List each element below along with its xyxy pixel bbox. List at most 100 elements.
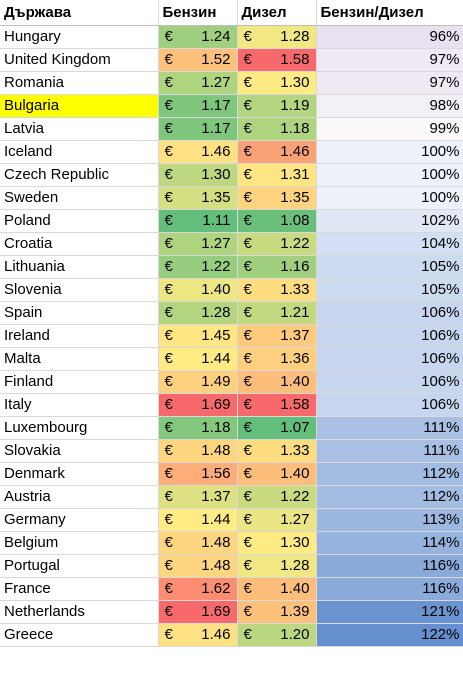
table-row: Denmark €1.56 €1.40 112%: [0, 462, 463, 486]
fuel-price-table: Държава Бензин Дизел Бензин/Дизел Hungar…: [0, 0, 463, 647]
petrol-price-cell: €1.62: [158, 577, 238, 601]
country-cell: Spain: [0, 301, 159, 325]
diesel-price-value: 1.58: [280, 396, 310, 413]
currency-symbol: €: [243, 557, 252, 574]
ratio-cell: 114%: [316, 531, 463, 555]
currency-symbol: €: [164, 350, 173, 367]
petrol-price-value: 1.56: [201, 465, 231, 482]
country-cell: Netherlands: [0, 600, 159, 624]
currency-symbol: €: [164, 120, 173, 137]
petrol-price-cell: €1.28: [158, 301, 238, 325]
diesel-price-cell: €1.21: [237, 301, 317, 325]
country-cell: Italy: [0, 393, 159, 417]
table-row: Croatia €1.27 €1.22 104%: [0, 232, 463, 256]
diesel-price-cell: €1.08: [237, 209, 317, 233]
petrol-price-value: 1.48: [201, 557, 231, 574]
table-row: Czech Republic €1.30 €1.31 100%: [0, 163, 463, 187]
diesel-price-cell: €1.16: [237, 255, 317, 279]
petrol-price-cell: €1.46: [158, 623, 238, 647]
currency-symbol: €: [164, 258, 173, 275]
petrol-price-cell: €1.48: [158, 554, 238, 578]
petrol-price-cell: €1.17: [158, 94, 238, 118]
diesel-price-value: 1.19: [280, 97, 310, 114]
ratio-cell: 100%: [316, 140, 463, 164]
diesel-price-value: 1.36: [280, 350, 310, 367]
petrol-price-cell: €1.11: [158, 209, 238, 233]
diesel-price-value: 1.28: [280, 28, 310, 45]
diesel-price-cell: €1.31: [237, 163, 317, 187]
country-cell: Portugal: [0, 554, 159, 578]
currency-symbol: €: [164, 166, 173, 183]
currency-symbol: €: [243, 534, 252, 551]
ratio-cell: 106%: [316, 324, 463, 348]
table-row: Latvia €1.17 €1.18 99%: [0, 117, 463, 141]
petrol-price-value: 1.44: [201, 511, 231, 528]
table-row: Slovenia €1.40 €1.33 105%: [0, 278, 463, 302]
petrol-price-value: 1.17: [201, 97, 231, 114]
diesel-price-value: 1.58: [280, 51, 310, 68]
currency-symbol: €: [164, 97, 173, 114]
currency-symbol: €: [243, 143, 252, 160]
table-row: Italy €1.69 €1.58 106%: [0, 393, 463, 417]
table-row: Austria €1.37 €1.22 112%: [0, 485, 463, 509]
diesel-price-cell: €1.46: [237, 140, 317, 164]
table-row: Finland €1.49 €1.40 106%: [0, 370, 463, 394]
petrol-price-value: 1.11: [202, 212, 231, 229]
currency-symbol: €: [243, 304, 252, 321]
diesel-price-cell: €1.40: [237, 370, 317, 394]
diesel-price-value: 1.40: [280, 373, 310, 390]
country-cell: Austria: [0, 485, 159, 509]
country-cell: Malta: [0, 347, 159, 371]
ratio-cell: 116%: [316, 577, 463, 601]
diesel-price-cell: €1.20: [237, 623, 317, 647]
country-cell: Germany: [0, 508, 159, 532]
petrol-price-cell: €1.35: [158, 186, 238, 210]
currency-symbol: €: [243, 327, 252, 344]
currency-symbol: €: [164, 419, 173, 436]
petrol-price-cell: €1.40: [158, 278, 238, 302]
diesel-price-value: 1.28: [280, 557, 310, 574]
currency-symbol: €: [164, 281, 173, 298]
table-row: Slovakia €1.48 €1.33 111%: [0, 439, 463, 463]
ratio-cell: 97%: [316, 71, 463, 95]
petrol-price-value: 1.48: [201, 534, 231, 551]
diesel-price-value: 1.07: [280, 419, 310, 436]
diesel-price-value: 1.33: [280, 442, 310, 459]
header-country: Държава: [0, 0, 159, 26]
petrol-price-value: 1.37: [201, 488, 231, 505]
diesel-price-cell: €1.36: [237, 347, 317, 371]
currency-symbol: €: [164, 626, 173, 643]
currency-symbol: €: [164, 304, 173, 321]
header-diesel: Дизел: [237, 0, 317, 26]
diesel-price-cell: €1.33: [237, 439, 317, 463]
currency-symbol: €: [243, 212, 252, 229]
currency-symbol: €: [243, 28, 252, 45]
ratio-cell: 100%: [316, 186, 463, 210]
petrol-price-value: 1.24: [201, 28, 231, 45]
currency-symbol: €: [243, 97, 252, 114]
table-header: Държава Бензин Дизел Бензин/Дизел: [0, 0, 463, 26]
currency-symbol: €: [243, 74, 252, 91]
table-row: Greece €1.46 €1.20 122%: [0, 623, 463, 647]
diesel-price-value: 1.37: [280, 327, 310, 344]
diesel-price-value: 1.33: [280, 281, 310, 298]
diesel-price-value: 1.21: [280, 304, 310, 321]
country-cell: France: [0, 577, 159, 601]
currency-symbol: €: [164, 143, 173, 160]
ratio-cell: 113%: [316, 508, 463, 532]
diesel-price-value: 1.30: [280, 74, 310, 91]
ratio-cell: 106%: [316, 347, 463, 371]
petrol-price-value: 1.27: [201, 74, 231, 91]
petrol-price-value: 1.17: [201, 120, 231, 137]
ratio-cell: 106%: [316, 370, 463, 394]
currency-symbol: €: [243, 51, 252, 68]
table-row: Luxembourg €1.18 €1.07 111%: [0, 416, 463, 440]
currency-symbol: €: [243, 419, 252, 436]
petrol-price-cell: €1.52: [158, 48, 238, 72]
currency-symbol: €: [243, 488, 252, 505]
currency-symbol: €: [243, 396, 252, 413]
diesel-price-cell: €1.28: [237, 554, 317, 578]
petrol-price-value: 1.44: [201, 350, 231, 367]
table-row: United Kingdom €1.52 €1.58 97%: [0, 48, 463, 72]
country-cell: Belgium: [0, 531, 159, 555]
